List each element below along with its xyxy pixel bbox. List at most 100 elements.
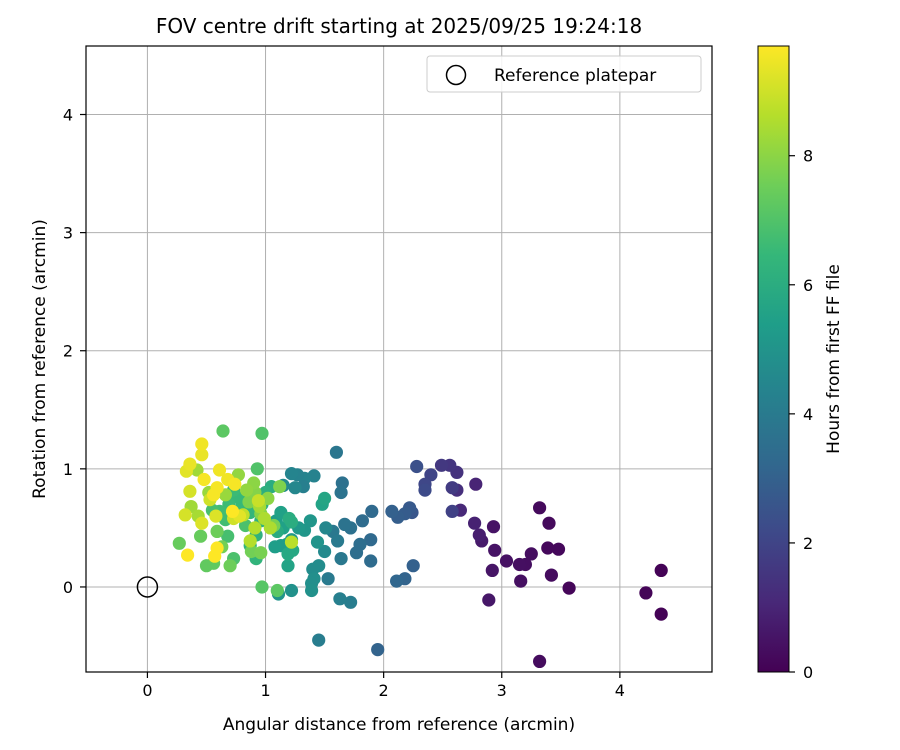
- data-point: [406, 559, 420, 573]
- data-point: [639, 586, 653, 600]
- data-point: [284, 515, 299, 529]
- colorbar-tick-label: 2: [803, 534, 813, 553]
- colorbar-tick-label: 0: [803, 663, 813, 682]
- data-point: [172, 536, 186, 550]
- data-point: [445, 504, 459, 518]
- data-point: [318, 491, 332, 505]
- data-points: [172, 424, 668, 669]
- data-point: [195, 437, 209, 451]
- data-point: [514, 574, 528, 588]
- data-point: [194, 529, 208, 543]
- y-tick-label: 3: [63, 224, 73, 243]
- reference-platepar-marker: [136, 576, 159, 598]
- data-point: [390, 574, 404, 588]
- data-point: [482, 593, 496, 607]
- x-tick-label: 4: [615, 681, 625, 700]
- data-point: [209, 509, 223, 523]
- data-point: [240, 483, 254, 497]
- data-point: [303, 514, 317, 528]
- data-point: [228, 477, 242, 491]
- y-tick-label: 4: [63, 106, 73, 125]
- data-point: [223, 559, 237, 573]
- y-tick-label: 1: [63, 460, 73, 479]
- data-point: [364, 533, 378, 547]
- data-point: [488, 543, 502, 557]
- data-point: [181, 548, 195, 562]
- data-point: [195, 448, 209, 462]
- data-point: [183, 457, 197, 471]
- data-point: [485, 563, 499, 578]
- data-point: [654, 563, 668, 578]
- colorbar-tick-label: 8: [803, 147, 813, 166]
- reference-marker-layer: [136, 576, 159, 598]
- y-tick-label: 0: [63, 578, 73, 597]
- data-point: [273, 480, 287, 494]
- data-point: [318, 544, 332, 559]
- data-point: [321, 572, 335, 586]
- plot-frame: [85, 45, 713, 673]
- data-point: [512, 557, 527, 572]
- data-point: [445, 481, 459, 495]
- plot-background: [86, 46, 712, 672]
- data-point: [542, 516, 556, 530]
- data-point: [257, 511, 271, 526]
- x-tick-label: 0: [142, 681, 152, 700]
- data-point: [654, 607, 668, 621]
- data-point: [250, 462, 264, 476]
- y-axis-ticks: 0 1 2 3 4: [63, 106, 86, 597]
- data-point: [210, 524, 224, 539]
- y-tick-label: 2: [63, 342, 73, 361]
- data-point: [331, 534, 345, 548]
- legend-marker-reference: [445, 64, 467, 86]
- data-point: [349, 546, 364, 560]
- data-point: [254, 546, 268, 560]
- data-point: [524, 547, 538, 561]
- data-point: [221, 529, 235, 543]
- colorbar-label: Hours from first FF file: [824, 264, 844, 454]
- chart-title: FOV centre drift starting at 2025/09/25 …: [156, 14, 642, 38]
- data-point: [533, 501, 547, 515]
- data-point: [410, 459, 424, 474]
- x-axis-ticks: 0 1 2 3 4: [142, 672, 625, 700]
- data-point: [469, 477, 483, 491]
- y-axis-label: Rotation from reference (arcmin): [30, 219, 50, 499]
- data-point: [243, 534, 257, 548]
- data-point: [418, 483, 432, 497]
- x-tick-label: 1: [260, 681, 270, 700]
- data-point: [312, 633, 326, 647]
- data-point: [334, 552, 348, 566]
- data-point: [468, 516, 482, 530]
- data-point: [541, 541, 555, 555]
- data-point: [183, 484, 197, 498]
- data-point: [284, 467, 299, 481]
- data-point: [544, 568, 559, 582]
- data-point: [338, 517, 352, 532]
- colorbar-tick-label: 4: [803, 405, 813, 424]
- data-point: [334, 485, 348, 500]
- data-point: [288, 481, 302, 495]
- data-point: [281, 559, 295, 573]
- data-point: [310, 535, 325, 549]
- colorbar: 0 2 4 6 8 Hours from first FF file: [757, 45, 844, 682]
- data-point: [319, 521, 333, 535]
- data-point: [533, 654, 547, 669]
- data-point: [210, 541, 224, 555]
- data-point: [225, 504, 240, 518]
- data-point: [255, 580, 269, 594]
- data-point: [329, 445, 343, 459]
- data-point: [344, 595, 358, 609]
- data-point: [551, 542, 566, 556]
- data-point: [499, 554, 514, 568]
- data-point: [263, 521, 277, 535]
- data-point: [371, 643, 385, 657]
- x-tick-label: 3: [497, 681, 507, 700]
- legend-entry-label: Reference platepar: [494, 66, 656, 86]
- data-point: [197, 472, 211, 487]
- data-point: [270, 583, 284, 598]
- x-tick-label: 2: [379, 681, 389, 700]
- data-point: [305, 583, 319, 598]
- data-point: [216, 424, 230, 438]
- data-point: [284, 535, 299, 549]
- data-point: [424, 468, 438, 482]
